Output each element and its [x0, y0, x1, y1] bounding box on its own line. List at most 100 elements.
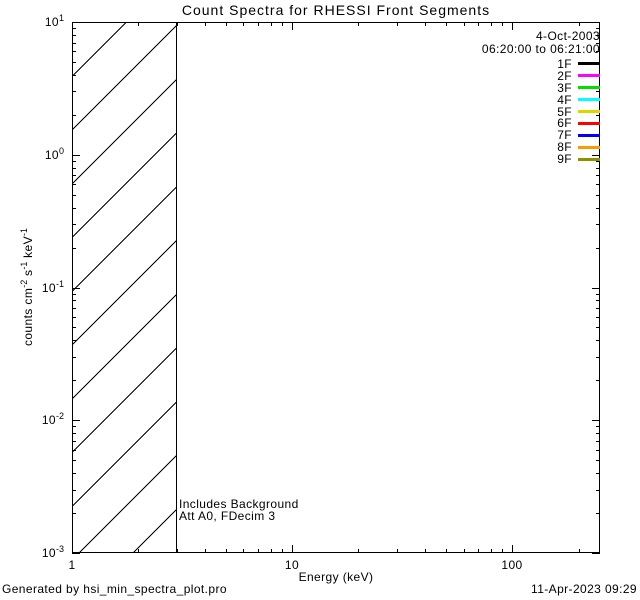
x-tick-minor — [478, 549, 479, 553]
hatched-region — [72, 22, 177, 553]
y-tick-minor — [596, 161, 600, 162]
y-tick-minor — [72, 460, 76, 461]
y-tick-minor — [72, 450, 76, 451]
y-tick-minor — [72, 490, 76, 491]
legend-color-swatch — [578, 98, 600, 102]
x-tick-minor — [226, 549, 227, 553]
y-tick-minor — [596, 327, 600, 328]
x-tick-minor — [282, 22, 283, 26]
x-tick-minor — [446, 549, 447, 553]
y-tick-minor — [596, 294, 600, 295]
y-tick-major — [72, 553, 80, 554]
y-tick-minor — [72, 115, 76, 116]
y-tick-minor — [72, 208, 76, 209]
y-tick-major — [592, 420, 600, 421]
x-tick-major — [292, 545, 293, 553]
y-tick-minor — [596, 195, 600, 196]
y-tick-minor — [72, 161, 76, 162]
x-tick-minor — [271, 549, 272, 553]
legend-series-label: 8F — [557, 140, 572, 155]
x-tick-minor — [243, 549, 244, 553]
y-tick-label: 10-3 — [41, 544, 64, 560]
x-tick-major — [72, 545, 73, 553]
y-tick-major — [72, 420, 80, 421]
x-tick-label: 100 — [501, 558, 523, 572]
y-tick-minor — [72, 28, 76, 29]
x-tick-minor — [464, 22, 465, 26]
y-tick-minor — [596, 317, 600, 318]
legend-series-label: 2F — [557, 68, 572, 83]
y-tick-major — [72, 155, 80, 156]
x-tick-major — [72, 22, 73, 30]
y-tick-minor — [72, 224, 76, 225]
x-tick-minor — [138, 549, 139, 553]
x-tick-minor — [226, 22, 227, 26]
y-tick-minor — [596, 340, 600, 341]
y-tick-minor — [596, 357, 600, 358]
y-tick-minor — [596, 43, 600, 44]
x-tick-minor — [579, 22, 580, 26]
x-tick-minor — [425, 22, 426, 26]
y-tick-minor — [72, 43, 76, 44]
y-tick-minor — [596, 300, 600, 301]
legend-color-swatch — [578, 133, 600, 137]
footer-timestamp: 11-Apr-2023 09:29 — [531, 582, 637, 596]
legend-row: 5F — [482, 105, 600, 119]
x-tick-minor — [205, 22, 206, 26]
y-tick-minor — [72, 380, 76, 381]
legend-color-swatch — [578, 121, 600, 125]
legend-series-label: 1F — [557, 56, 572, 71]
x-tick-minor — [358, 22, 359, 26]
x-tick-major — [512, 545, 513, 553]
y-tick-major — [592, 22, 600, 23]
x-axis-label: Energy (keV) — [298, 570, 374, 584]
y-tick-minor — [596, 426, 600, 427]
x-tick-minor — [397, 22, 398, 26]
legend-color-swatch — [578, 157, 600, 161]
legend-time-range: 06:20:00 to 06:21:00 — [481, 42, 600, 56]
legend-row: 3F — [482, 81, 600, 95]
y-tick-major — [592, 155, 600, 156]
y-axis-label: counts cm-2 s-1 keV-1 — [19, 227, 35, 347]
y-tick-minor — [596, 175, 600, 176]
legend-color-swatch — [578, 145, 600, 149]
legend-series-label: 7F — [557, 128, 572, 143]
legend-series-label: 4F — [557, 92, 572, 107]
y-tick-minor — [596, 224, 600, 225]
x-tick-major — [512, 22, 513, 30]
y-tick-minor — [596, 28, 600, 29]
x-tick-minor — [177, 549, 178, 553]
x-tick-minor — [177, 22, 178, 26]
legend-series-label: 9F — [557, 152, 572, 167]
legend-rows: 1F 2F 3F 4F 5F 6F 7F 8F 9F — [482, 56, 600, 167]
legend-row: 4F — [482, 92, 600, 107]
x-tick-minor — [138, 22, 139, 26]
y-tick-minor — [596, 441, 600, 442]
x-tick-minor — [491, 549, 492, 553]
x-tick-minor — [491, 22, 492, 26]
y-tick-minor — [596, 51, 600, 52]
x-tick-minor — [464, 549, 465, 553]
y-tick-label: 101 — [44, 13, 64, 29]
y-tick-minor — [72, 195, 76, 196]
y-tick-minor — [72, 357, 76, 358]
y-tick-minor — [596, 308, 600, 309]
y-tick-major — [72, 22, 80, 23]
y-tick-minor — [72, 248, 76, 249]
y-tick-major — [72, 288, 80, 289]
x-tick-minor — [502, 549, 503, 553]
y-tick-minor — [596, 184, 600, 185]
y-tick-label: 10-2 — [41, 411, 64, 427]
y-tick-minor — [72, 51, 76, 52]
x-tick-minor — [579, 549, 580, 553]
annotation-block: Includes Background Att A0, FDecim 3 — [179, 498, 299, 522]
x-tick-label: 1 — [68, 558, 76, 572]
x-tick-minor — [271, 22, 272, 26]
legend: 4-Oct-2003 06:20:00 to 06:21:00 1F 2F 3F 4F… — [481, 30, 600, 167]
x-tick-minor — [446, 22, 447, 26]
x-tick-minor — [358, 549, 359, 553]
x-tick-minor — [205, 549, 206, 553]
x-tick-minor — [258, 22, 259, 26]
y-tick-minor — [72, 441, 76, 442]
